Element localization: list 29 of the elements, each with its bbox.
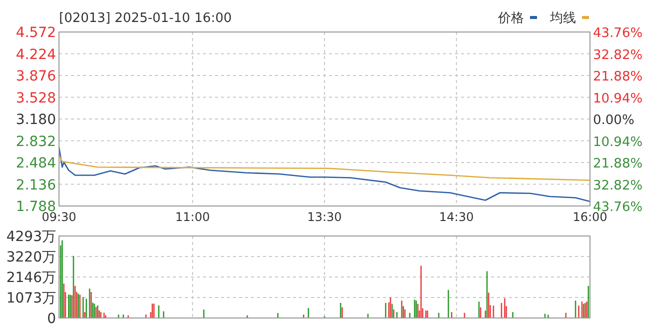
y-tick-label: 2.484 bbox=[16, 156, 56, 172]
line-series bbox=[58, 146, 591, 202]
y2-tick-label: 0.00% bbox=[593, 113, 634, 128]
y-tick-label: 3.180 bbox=[16, 112, 56, 128]
y2-tick-label: 10.94% bbox=[593, 134, 643, 150]
x-tick-label: 14:30 bbox=[439, 210, 474, 224]
y2-tick-label: 21.88% bbox=[593, 156, 643, 172]
y-tick-label: 4.572 bbox=[16, 25, 56, 41]
y-tick-label: 4293万 bbox=[6, 229, 56, 245]
legend-label: 均线 bbox=[549, 11, 576, 26]
y-tick-label: 3.876 bbox=[16, 68, 56, 84]
legend-label: 价格 bbox=[497, 11, 524, 26]
y2-tick-label: 32.82% bbox=[593, 178, 643, 194]
y2-tick-label: 43.76% bbox=[593, 26, 643, 41]
y2-tick-label: 10.94% bbox=[593, 91, 643, 106]
y-tick-label: 0 bbox=[47, 311, 56, 327]
y-tick-label: 2.832 bbox=[16, 134, 56, 150]
y-tick-label: 3220万 bbox=[6, 249, 56, 266]
y-tick-label: 1073万 bbox=[6, 290, 56, 307]
x-tick-label: 11:00 bbox=[175, 210, 210, 224]
y-tick-label: 4.224 bbox=[16, 46, 56, 63]
line-series bbox=[58, 154, 591, 181]
chart-title: [02013] 2025-01-10 16:00 bbox=[59, 11, 232, 26]
y-tick-label: 2.136 bbox=[16, 177, 56, 194]
y-tick-label: 2146万 bbox=[6, 270, 56, 286]
x-tick-label: 13:30 bbox=[307, 210, 342, 224]
y2-tick-label: 32.82% bbox=[593, 48, 643, 63]
y2-tick-label: 21.88% bbox=[593, 70, 643, 84]
y-tick-label: 3.528 bbox=[16, 90, 56, 106]
